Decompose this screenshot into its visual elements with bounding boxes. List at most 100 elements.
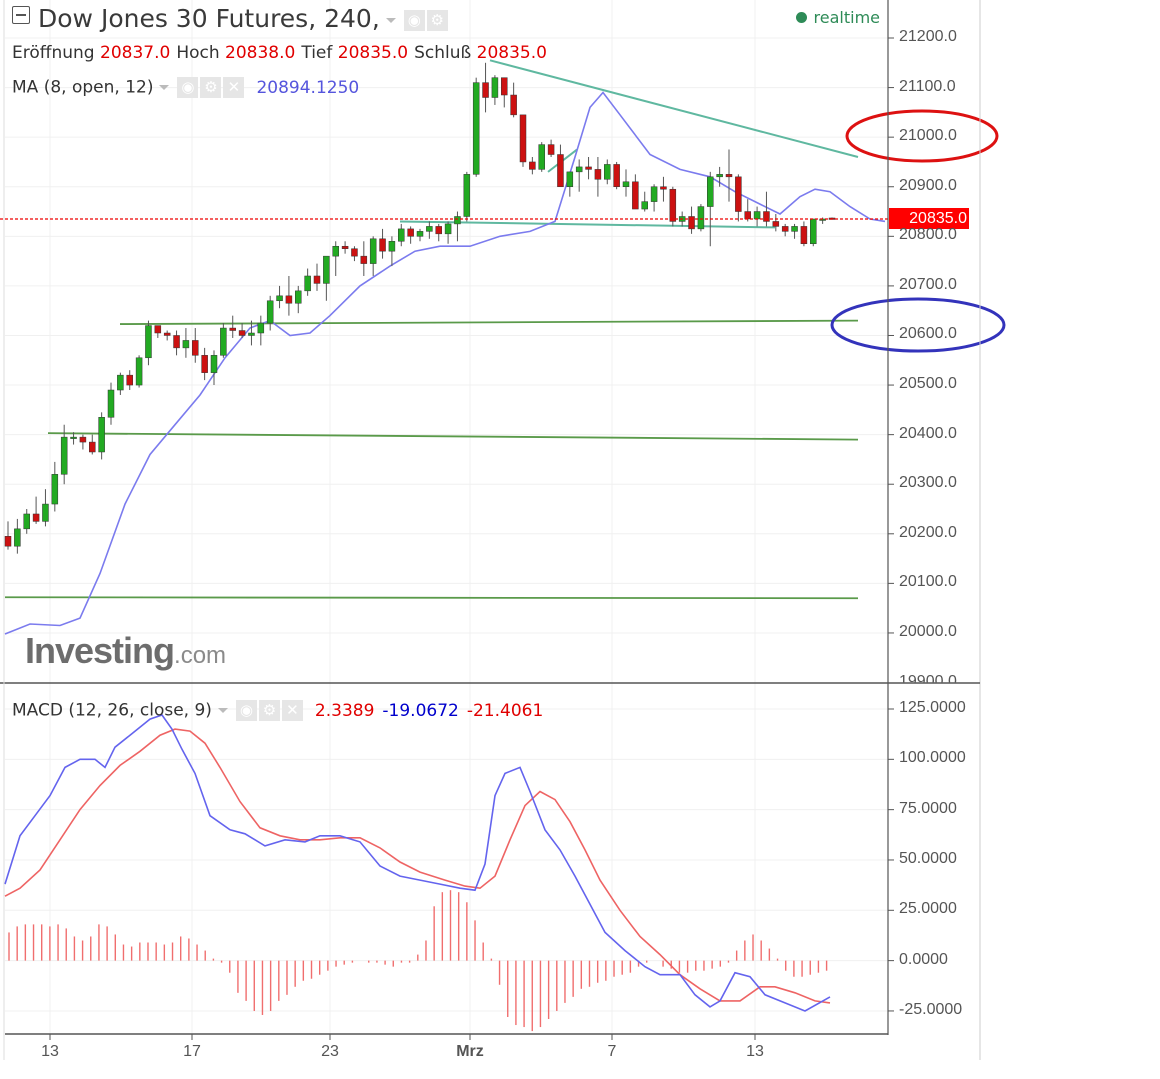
high-value: 20838.0 <box>225 43 296 63</box>
trendline-support-20630 <box>119 319 859 325</box>
macd-legend: MACD (12, 26, close, 9) ◉ ⚙ ✕ 2.3389 -19.0672… <box>12 700 543 721</box>
macd-value: -19.0672 <box>382 700 459 721</box>
signal-line <box>4 728 831 1004</box>
candle <box>248 320 255 346</box>
candle <box>145 320 152 366</box>
candle-body <box>323 255 330 284</box>
candle-body <box>454 216 461 225</box>
candle <box>622 169 630 197</box>
candle-body <box>472 82 480 175</box>
gear-icon[interactable]: ⚙ <box>258 700 280 721</box>
candle <box>632 174 639 210</box>
candle-body <box>210 355 218 373</box>
ma-value: 20894.1250 <box>256 77 360 98</box>
candle-body <box>117 374 124 391</box>
candle-body <box>266 300 274 324</box>
candle-body <box>557 154 564 187</box>
gear-icon[interactable]: ⚙ <box>426 9 448 31</box>
candle <box>304 268 311 296</box>
candle-body <box>632 181 639 210</box>
candle-body <box>304 275 311 292</box>
candle <box>735 174 742 222</box>
candle-body <box>772 221 780 227</box>
close-value: 20835.0 <box>476 43 547 63</box>
candle-body <box>257 322 265 334</box>
candle <box>501 77 508 108</box>
ma-legend: MA (8, open, 12) ◉ ⚙ ✕ 20894.1250 <box>12 77 359 98</box>
candle-body <box>604 164 611 180</box>
high-label: Hoch <box>176 43 220 63</box>
candle-body <box>510 94 517 116</box>
gear-icon[interactable]: ⚙ <box>200 77 222 98</box>
macd-signal-value: -21.4061 <box>466 700 544 721</box>
trendline-support-20070 <box>4 596 859 600</box>
candle <box>89 434 96 455</box>
collapse-icon[interactable] <box>12 6 30 24</box>
candle-body <box>744 211 751 220</box>
candle <box>182 328 190 358</box>
candle <box>641 191 648 212</box>
chart-title: Dow Jones 30 Futures, 240, ◉ ⚙ <box>12 4 450 33</box>
candle <box>538 142 545 172</box>
macd-tick-label: 25.0000 <box>899 900 957 918</box>
candle <box>126 370 133 391</box>
price-pane[interactable] <box>0 59 1006 635</box>
candle <box>379 228 386 259</box>
candle-body <box>42 503 49 522</box>
candle-body <box>519 114 527 163</box>
eye-icon[interactable]: ◉ <box>177 77 199 98</box>
candle <box>42 489 49 527</box>
candle-body <box>107 389 115 418</box>
candle-body <box>669 188 677 222</box>
macd-hist-value: 2.3389 <box>314 700 375 721</box>
candle-body <box>154 325 162 334</box>
candle-body <box>491 77 499 98</box>
candle-body <box>379 238 386 252</box>
macd-pane[interactable] <box>4 714 831 1032</box>
candle-body <box>463 174 471 217</box>
candle <box>117 372 124 395</box>
candle <box>435 223 442 242</box>
candle <box>107 382 115 425</box>
candle <box>4 521 12 550</box>
open-label: Eröffnung <box>12 43 95 63</box>
close-icon[interactable]: ✕ <box>281 700 303 721</box>
trendline-support-20400 <box>47 432 859 441</box>
candle-body <box>781 226 789 232</box>
candle <box>669 186 677 227</box>
chevron-down-icon[interactable] <box>385 17 396 23</box>
price-tick-label: 21200.0 <box>899 28 957 45</box>
candle-body <box>585 166 592 170</box>
trendline-triangle-base <box>399 220 776 229</box>
candle <box>650 184 658 212</box>
candle-body <box>547 144 555 155</box>
candle <box>529 156 536 175</box>
candle-body <box>229 327 236 331</box>
chevron-down-icon[interactable] <box>159 85 170 90</box>
status-label: realtime <box>813 8 880 27</box>
candle <box>454 211 461 242</box>
candle <box>98 412 105 460</box>
eye-icon[interactable]: ◉ <box>403 9 425 31</box>
macd-tick-label: 50.0000 <box>899 849 957 867</box>
candle <box>351 246 358 262</box>
candle <box>566 171 574 197</box>
candle-body <box>182 340 190 349</box>
close-icon[interactable]: ✕ <box>223 77 245 98</box>
date-tick-label: 13 <box>41 1043 59 1060</box>
status-dot-icon <box>795 12 807 23</box>
candle-body <box>295 290 302 304</box>
price-tick-label: 19900.0 <box>899 672 957 690</box>
chevron-down-icon[interactable] <box>217 708 228 713</box>
candle <box>285 275 293 316</box>
candle-body <box>388 241 396 252</box>
price-tick-label: 21100.0 <box>899 77 956 95</box>
candle <box>70 432 77 445</box>
candle-body <box>360 255 368 264</box>
candle <box>810 218 817 247</box>
eye-icon[interactable]: ◉ <box>235 700 257 721</box>
candle-body <box>4 536 12 547</box>
axes <box>0 0 981 1060</box>
candle-body <box>622 181 630 187</box>
